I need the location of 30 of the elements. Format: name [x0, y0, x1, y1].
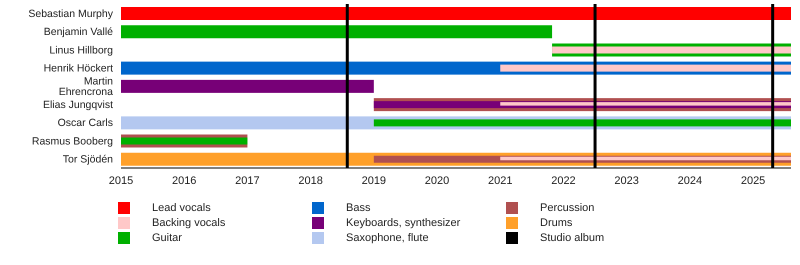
y-tick-label: Linus Hillborg — [49, 44, 114, 56]
x-tick-label: 2021 — [488, 174, 512, 187]
y-tick-label: Sebastian Murphy — [28, 8, 114, 20]
x-tick-label: 2018 — [298, 174, 323, 187]
y-tick-label: Martin Ehrencrona — [58, 75, 114, 98]
legend-label: Drums — [540, 216, 572, 228]
x-tick-label: 2025 — [740, 174, 766, 187]
legend-label: Guitar — [152, 232, 182, 244]
legend-label: Backing vocals — [152, 216, 226, 228]
y-tick-label: Elias Jungqvist — [42, 98, 114, 111]
x-tick-label: 2022 — [551, 174, 576, 187]
x-tick-label: 2024 — [678, 174, 702, 187]
y-tick-label: Rasmus Booberg — [32, 135, 114, 148]
x-tick-label: 2015 — [108, 174, 134, 187]
legend-label: Bass — [346, 202, 370, 214]
legend-label: Lead vocals — [152, 202, 211, 214]
x-tick-label: 2016 — [172, 174, 196, 187]
y-tick-label: Benjamin Vallé — [44, 26, 114, 38]
legend-label: Percussion — [540, 202, 594, 214]
legend-label: Studio album — [540, 232, 604, 244]
x-tick-label: 2023 — [614, 174, 639, 187]
y-tick-label: Tor Sjödén — [62, 154, 114, 166]
legend-label: Saxophone, flute — [346, 232, 429, 244]
bar — [121, 7, 791, 20]
x-tick-label: 2017 — [235, 174, 260, 187]
y-tick-label: Henrik Höckert — [44, 62, 114, 75]
x-tick-label: 2019 — [362, 174, 386, 187]
x-tick-label: 2020 — [424, 174, 450, 187]
y-tick-label: Oscar Carls — [58, 117, 113, 130]
legend-label: Keyboards, synthesizer — [346, 216, 460, 228]
